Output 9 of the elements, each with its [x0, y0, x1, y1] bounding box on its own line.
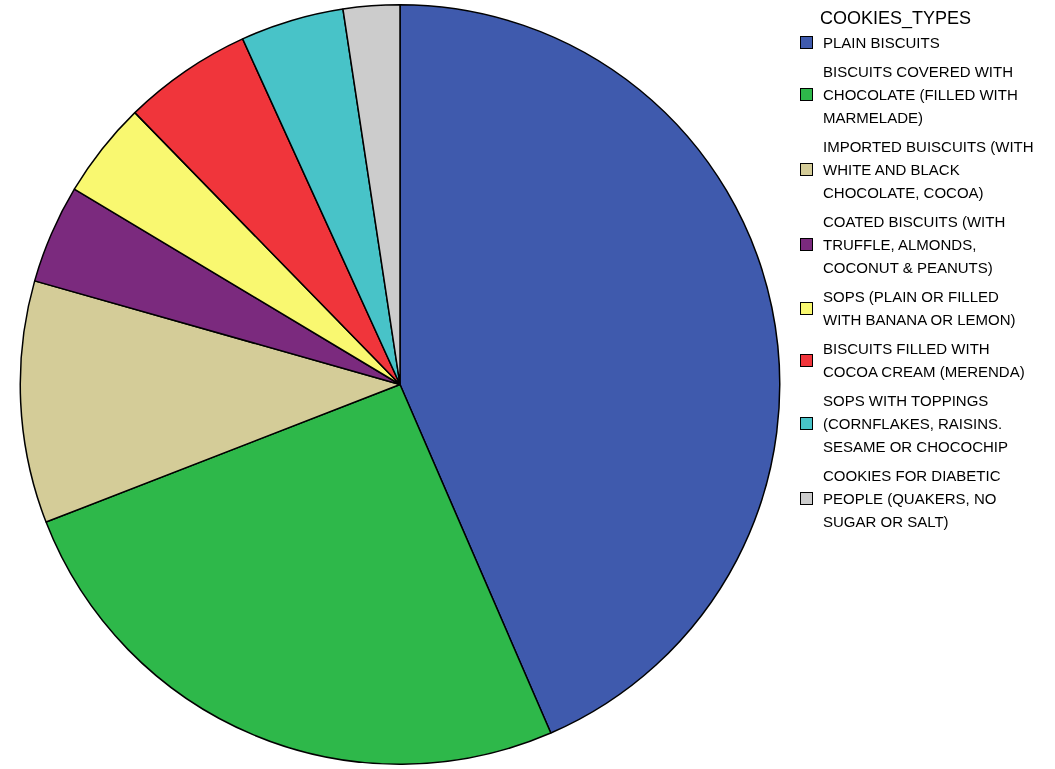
legend-label: SOPS WITH TOPPINGS (CORNFLAKES, RAISINS. SESAME OR CHOCOCHIP	[823, 391, 1010, 457]
legend-title: COOKIES_TYPES	[820, 8, 973, 29]
legend-label: PLAIN BISCUITS	[823, 33, 941, 53]
legend-label: COOKIES FOR DIABETIC PEOPLE (QUAKERS, NO SUGAR OR SALT)	[823, 466, 1002, 532]
legend-label: SOPS (PLAIN OR FILLED WITH BANANA OR LEMON)	[823, 287, 1017, 330]
legend-label: BISCUITS COVERED WITH CHOCOLATE (FILLED WITH MARMELADE)	[823, 62, 1019, 128]
legend-label: IMPORTED BUISCUITS (WITH WHITE AND BLACK CHOCOLATE, COCOA)	[823, 137, 1035, 203]
legend-label: COATED BISCUITS (WITH TRUFFLE, ALMONDS, COCONUT & PEANUTS)	[823, 212, 1007, 278]
legend-label: BISCUITS FILLED WITH COCOA CREAM (MERENDA)	[823, 339, 1026, 382]
